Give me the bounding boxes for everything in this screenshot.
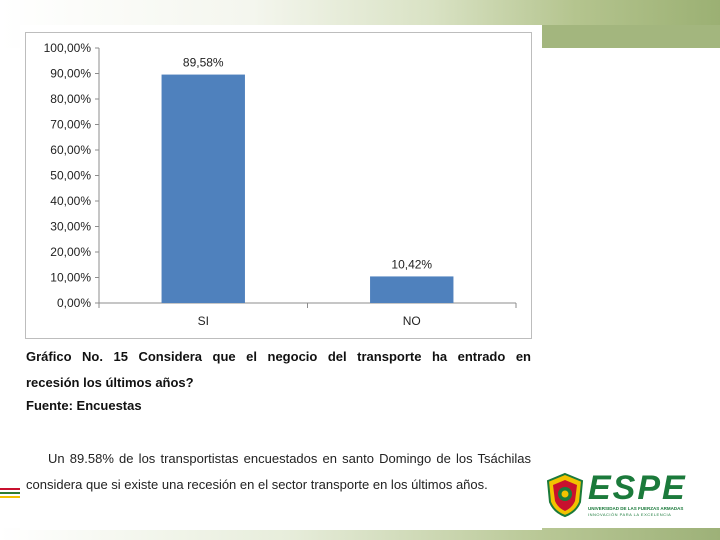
- bar-chart-frame: 0,00% 10,00% 20,00% 30,00% 40,00% 50,00% 60,00…: [25, 32, 532, 339]
- y-tick-label: 80,00%: [50, 92, 91, 106]
- summary-text: Un 89.58% de los transportistas encuesta…: [26, 451, 531, 492]
- caption-line-1: Gráfico No. 15 Considera que el negocio …: [26, 349, 531, 364]
- y-tick-label: 60,00%: [50, 143, 91, 157]
- bottom-decorative-band: [0, 528, 720, 540]
- x-tick-label: SI: [198, 314, 209, 328]
- bar-chart: 0,00% 10,00% 20,00% 30,00% 40,00% 50,00% 60,00…: [44, 41, 517, 328]
- data-label: 10,42%: [391, 257, 432, 271]
- y-tick-label: 0,00%: [57, 296, 91, 310]
- caption-line-2: recesión los últimos años?: [26, 375, 194, 390]
- summary-paragraph: Un 89.58% de los transportistas encuesta…: [26, 446, 531, 498]
- y-tick-label: 70,00%: [50, 118, 91, 132]
- university-crest-icon: [546, 472, 584, 518]
- y-tick-label: 50,00%: [50, 169, 91, 183]
- bar: [161, 74, 245, 303]
- logo-subtitle: UNIVERSIDAD DE LAS FUERZAS ARMADAS: [588, 506, 684, 511]
- y-tick-label: 20,00%: [50, 245, 91, 259]
- flag-stripe-decoration: [0, 488, 20, 502]
- y-tick-label: 100,00%: [44, 41, 92, 55]
- top-right-accent-block: [542, 25, 720, 48]
- logo-tagline: INNOVACIÓN PARA LA EXCELENCIA: [588, 512, 672, 517]
- bar: [370, 276, 454, 303]
- source-label: Fuente: Encuestas: [26, 398, 142, 413]
- logo-wordmark: ESPE: [588, 469, 687, 507]
- chart-caption: Gráfico No. 15 Considera que el negocio …: [26, 344, 531, 396]
- data-label: 89,58%: [183, 56, 224, 70]
- y-tick-label: 10,00%: [50, 271, 91, 285]
- y-tick-label: 30,00%: [50, 220, 91, 234]
- y-tick-label: 40,00%: [50, 194, 91, 208]
- x-tick-label: NO: [403, 314, 421, 328]
- espe-logo: ESPE UNIVERSIDAD DE LAS FUERZAS ARMADAS …: [544, 469, 710, 518]
- y-tick-label: 90,00%: [50, 67, 91, 81]
